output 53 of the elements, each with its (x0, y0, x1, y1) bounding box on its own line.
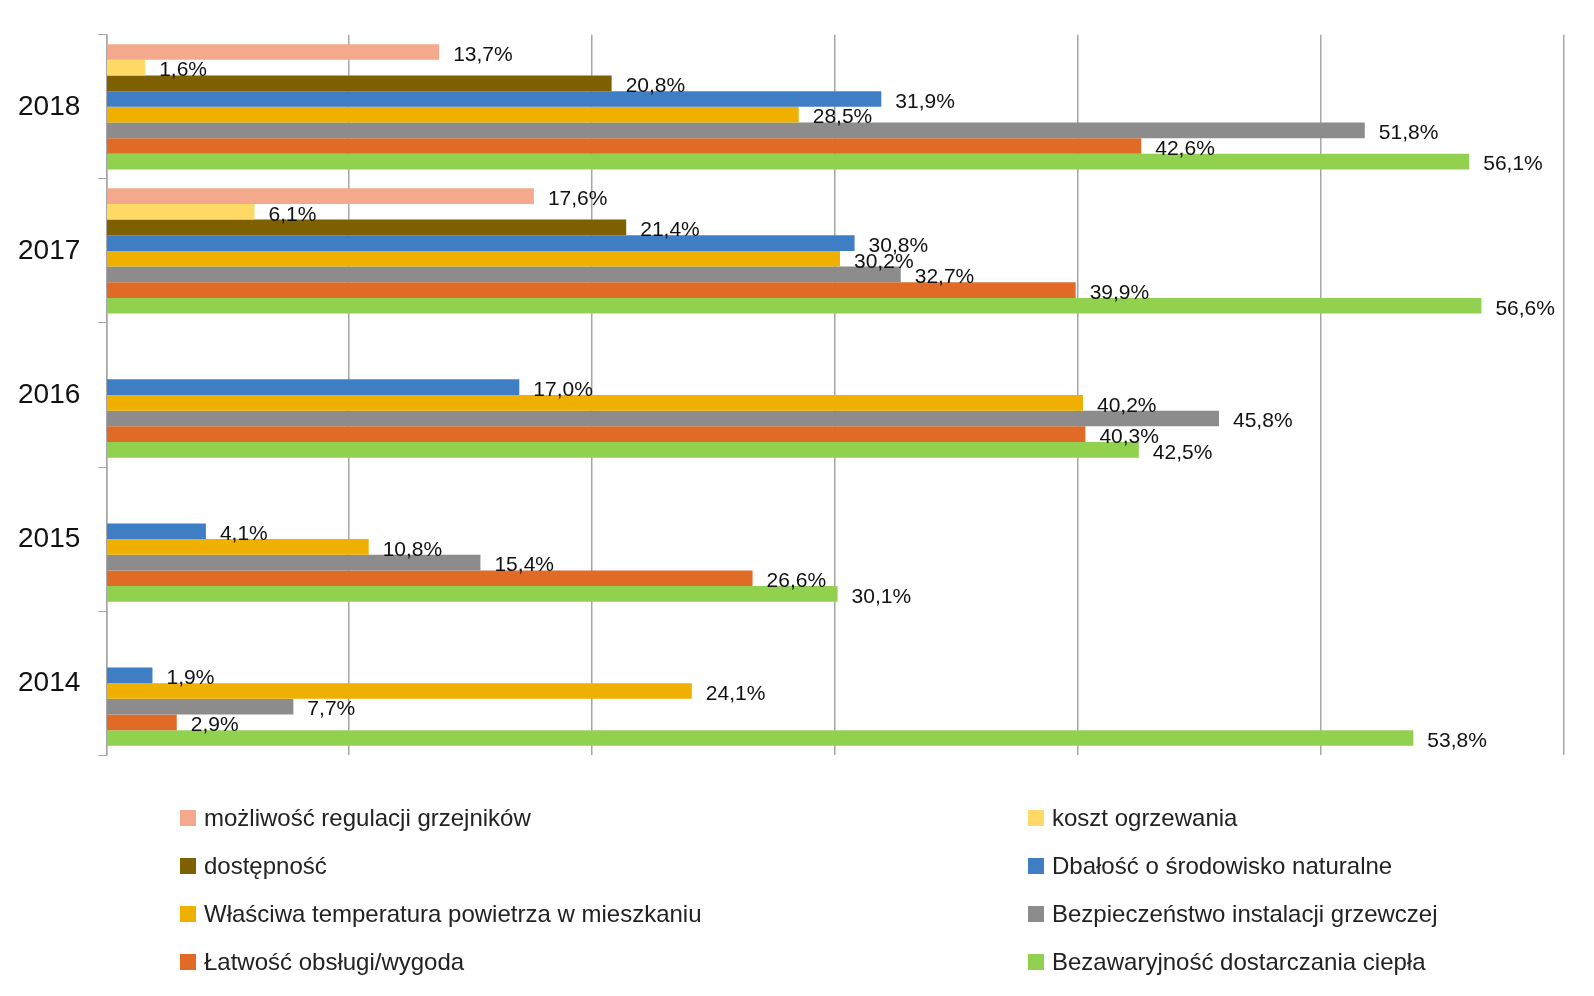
y-tick-label: 2018 (17, 89, 81, 121)
data-label: 15,4% (494, 552, 554, 576)
y-tick-label: 2017 (17, 233, 81, 265)
data-label: 56,1% (1483, 151, 1543, 175)
bar (107, 138, 1142, 154)
legend-label: koszt ogrzewania (1052, 804, 1238, 832)
bar (107, 44, 440, 60)
data-label: 42,6% (1155, 135, 1215, 159)
bar (107, 379, 520, 395)
y-tick-label: 2015 (17, 521, 81, 553)
bar (107, 188, 534, 204)
data-label: 45,8% (1233, 408, 1293, 432)
data-label: 30,1% (851, 583, 912, 607)
data-label: 28,5% (812, 104, 873, 128)
bar (107, 667, 153, 684)
data-label: 26,6% (766, 568, 827, 592)
data-label: 40,2% (1096, 392, 1157, 416)
bar (107, 250, 840, 267)
data-label: 1,9% (166, 665, 215, 689)
bar (107, 426, 1086, 443)
data-label: 6,1% (268, 201, 317, 225)
bar (107, 59, 146, 76)
data-label: 20,8% (625, 73, 686, 97)
legend-label: Bezawaryjność dostarczania ciepła (1052, 948, 1426, 976)
legend-label: Właściwa temperatura powietrza w mieszkaniu (204, 900, 702, 928)
y-tick-label: 2014 (17, 665, 81, 697)
data-label: 39,9% (1089, 279, 1150, 303)
data-label: 51,8% (1378, 120, 1439, 144)
bar (107, 698, 294, 715)
bar (107, 523, 206, 540)
legend-label: dostępność (204, 852, 327, 880)
data-label: 56,6% (1495, 295, 1555, 319)
data-label: 24,1% (705, 680, 766, 704)
data-label: 13,7% (453, 41, 513, 65)
data-label: 17,6% (547, 185, 608, 209)
data-label: 10,8% (382, 536, 443, 560)
bar (107, 203, 255, 220)
bar (107, 714, 177, 731)
legend-label: Bezpieczeństwo instalacji grzewczej (1052, 900, 1438, 928)
data-label: 21,4% (640, 217, 700, 241)
data-label: 17,0% (533, 376, 593, 400)
legend-label: Dbałość o środowisko naturalne (1052, 852, 1393, 880)
legend-label: możliwość regulacji grzejników (204, 804, 531, 832)
legend-label: Łatwość obsługi/wygoda (204, 948, 465, 976)
data-label: 32,7% (914, 264, 975, 288)
data-label: 7,7% (307, 696, 356, 720)
data-label: 2,9% (190, 712, 239, 736)
data-label: 53,8% (1427, 727, 1487, 751)
y-tick-label: 2016 (17, 377, 81, 409)
bar (107, 106, 799, 123)
data-label: 4,1% (219, 521, 268, 545)
data-label: 31,9% (895, 88, 955, 112)
data-label: 1,6% (159, 57, 208, 81)
